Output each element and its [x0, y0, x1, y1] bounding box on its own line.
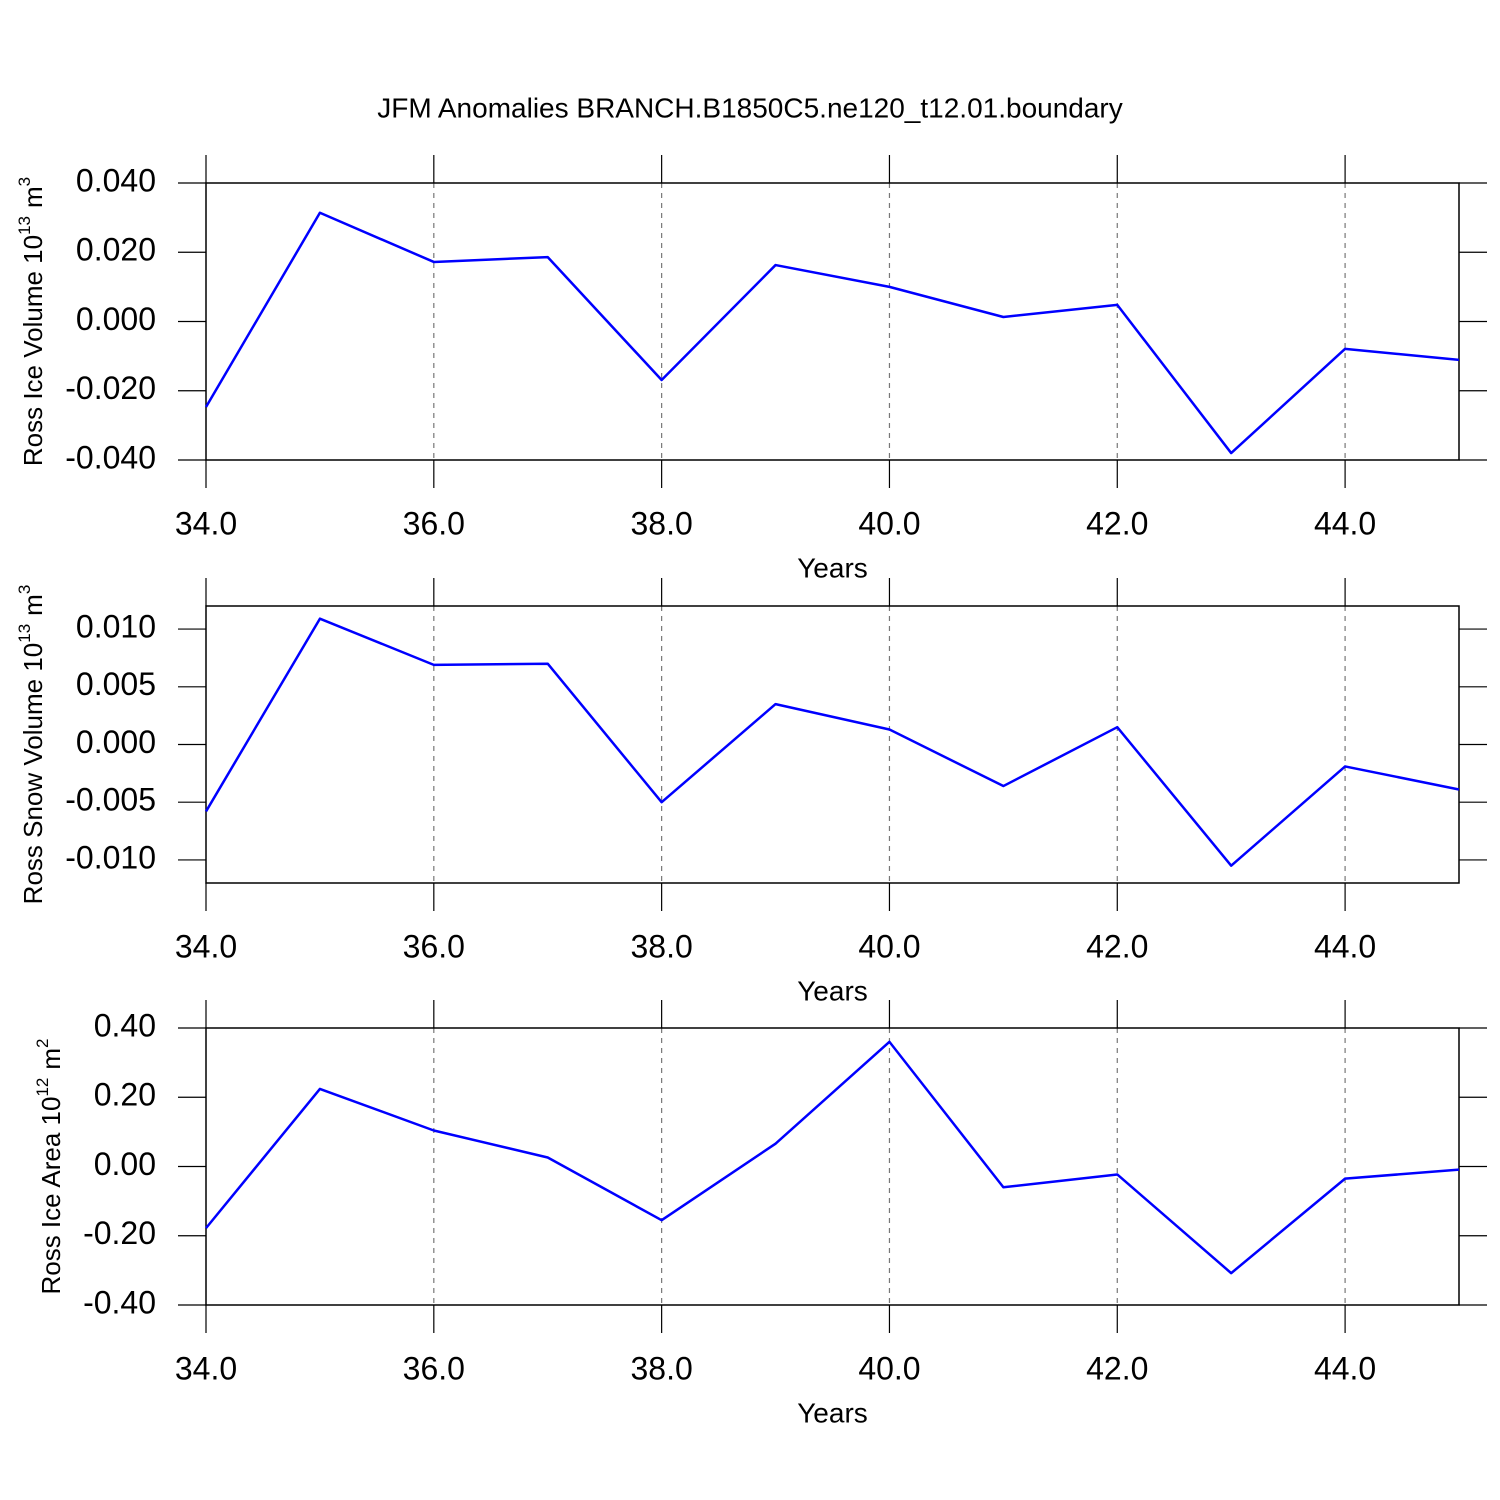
y-tick-label: 0.010 — [76, 609, 156, 645]
x-axis-label: Years — [797, 975, 868, 1006]
data-line — [205, 1040, 1460, 1275]
x-tick-label: 40.0 — [858, 505, 920, 541]
y-axis-label: Ross Ice Volume 1013 m3 — [15, 177, 48, 466]
y-axis-label-part: m — [18, 594, 48, 616]
y-tick-label: 0.40 — [94, 1007, 156, 1043]
y-tick-label: -0.20 — [83, 1215, 156, 1251]
x-tick-label: 42.0 — [1086, 928, 1148, 964]
x-axis-label: Years — [797, 1397, 868, 1428]
y-axis-label-superscript: 3 — [15, 177, 34, 186]
x-tick-label: 40.0 — [858, 1350, 920, 1386]
x-tick-label: 42.0 — [1086, 1350, 1148, 1386]
data-line — [204, 211, 1460, 455]
x-tick-label: 44.0 — [1314, 1350, 1376, 1386]
y-axis-label-superscript: 2 — [33, 1038, 52, 1047]
y-axis-label-superscript: 13 — [15, 624, 34, 643]
plot-frame — [205, 182, 1460, 461]
y-tick-label: 0.000 — [76, 301, 156, 337]
y-axis-label-superscript: 12 — [33, 1078, 52, 1097]
y-axis-label-part: Ross Snow Volume 10 — [18, 643, 48, 905]
x-tick-label: 38.0 — [630, 505, 692, 541]
y-axis-label-part: Ross Ice Volume 10 — [18, 235, 48, 466]
y-axis-label-superscript: 3 — [15, 585, 34, 594]
x-tick-label: 42.0 — [1086, 505, 1148, 541]
y-tick-label: -0.40 — [83, 1284, 156, 1320]
x-tick-label: 44.0 — [1314, 505, 1376, 541]
x-tick-label: 36.0 — [403, 928, 465, 964]
x-tick-label: 44.0 — [1314, 928, 1376, 964]
y-tick-label: 0.040 — [76, 162, 156, 198]
y-tick-label: 0.020 — [76, 232, 156, 268]
x-tick-label: 34.0 — [175, 928, 237, 964]
y-axis-label-part: Ross Ice Area 10 — [36, 1097, 66, 1295]
x-tick-label: 36.0 — [403, 1350, 465, 1386]
data-line — [204, 617, 1460, 867]
x-tick-label: 36.0 — [403, 505, 465, 541]
x-tick-label: 38.0 — [630, 1350, 692, 1386]
x-tick-label: 34.0 — [175, 505, 237, 541]
y-axis-label: Ross Snow Volume 1013 m3 — [15, 585, 48, 905]
y-tick-label: -0.020 — [65, 370, 156, 406]
x-tick-label: 38.0 — [630, 928, 692, 964]
plot-frame — [205, 605, 1460, 884]
y-axis-label-superscript: 13 — [15, 216, 34, 235]
y-tick-label: 0.000 — [76, 724, 156, 760]
y-tick-label: -0.010 — [65, 839, 156, 875]
figure-title: JFM Anomalies BRANCH.B1850C5.ne120_t12.0… — [377, 92, 1123, 123]
plot-frame — [205, 1027, 1460, 1306]
y-axis-label: Ross Ice Area 1012 m2 — [33, 1038, 66, 1294]
y-axis-label-part: m — [36, 1048, 66, 1070]
y-axis-label-part: m — [18, 186, 48, 208]
y-tick-label: -0.005 — [65, 782, 156, 818]
y-tick-label: 0.00 — [94, 1146, 156, 1182]
y-tick-label: 0.20 — [94, 1077, 156, 1113]
y-tick-label: 0.005 — [76, 666, 156, 702]
y-tick-label: -0.040 — [65, 439, 156, 475]
x-tick-label: 40.0 — [858, 928, 920, 964]
x-tick-label: 34.0 — [175, 1350, 237, 1386]
x-axis-label: Years — [797, 552, 868, 583]
